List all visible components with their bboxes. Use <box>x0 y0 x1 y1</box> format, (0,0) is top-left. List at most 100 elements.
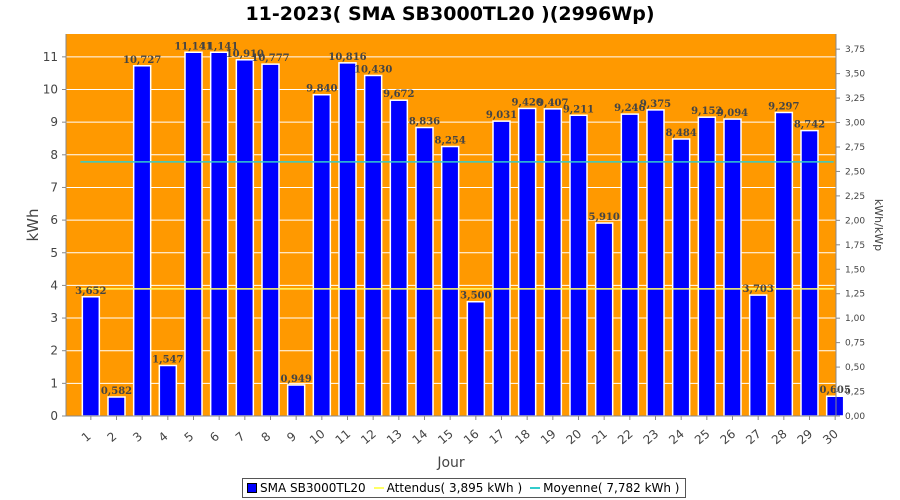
bar <box>671 138 691 417</box>
bar <box>389 99 409 417</box>
legend-item-production: SMA SB3000TL20 <box>247 481 366 495</box>
legend-label-production: SMA SB3000TL20 <box>260 481 366 495</box>
bar-value-label: 10,910 <box>226 49 264 60</box>
bar <box>620 113 640 417</box>
bar-value-label: 10,777 <box>251 53 289 64</box>
bar <box>774 111 794 417</box>
bar <box>492 120 511 417</box>
x-tick-label: 11 <box>333 427 354 448</box>
bar-value-label: 11,141 <box>200 41 238 52</box>
y-tick-label: 0 <box>50 409 58 423</box>
legend-item-average: Moyenne( 7,782 kWh ) <box>530 481 679 495</box>
x-tick-label: 29 <box>795 427 816 448</box>
x-tick-label: 22 <box>615 427 636 448</box>
y2-tick-label: 0,75 <box>845 339 865 349</box>
y2-tick-label: 2,75 <box>845 143 865 153</box>
bar-value-label: 9,031 <box>486 110 517 121</box>
y-tick-label: 6 <box>50 213 58 227</box>
bar-value-label: 5,910 <box>589 212 620 223</box>
x-tick-label: 18 <box>512 427 533 448</box>
legend: SMA SB3000TL20 Attendus( 3,895 kWh ) Moy… <box>242 478 687 498</box>
bar <box>415 126 434 417</box>
bar-value-label: 8,484 <box>666 128 697 139</box>
bar-value-label: 9,420 <box>512 97 543 108</box>
y2-tick-label: 1,75 <box>845 241 865 251</box>
legend-label-average: Moyenne( 7,782 kWh ) <box>543 481 680 495</box>
bar-value-label: 0,582 <box>101 386 132 397</box>
bar-value-label: 9,152 <box>691 106 722 117</box>
y-tick-label: 5 <box>50 246 58 260</box>
y2-tick-label: 1,00 <box>845 314 865 324</box>
y2-tick-label: 1,50 <box>845 265 865 275</box>
bar-value-label: 0,605 <box>820 385 851 396</box>
y2-tick-label: 3,75 <box>845 45 865 55</box>
bar <box>440 145 460 417</box>
x-tick-label: 20 <box>564 427 585 448</box>
x-tick-label: 25 <box>692 427 713 448</box>
y-tick-label: 2 <box>50 344 58 358</box>
bar <box>363 74 383 417</box>
x-tick-label: 6 <box>207 429 222 445</box>
x-tick-label: 17 <box>487 427 508 448</box>
bar-value-label: 0,949 <box>281 374 312 385</box>
y2-tick-label: 2,50 <box>845 167 865 177</box>
reference-lines <box>80 161 834 290</box>
bar-value-label: 9,672 <box>383 89 414 100</box>
legend-label-expected: Attendus( 3,895 kWh ) <box>386 481 523 495</box>
y-tick-label: 10 <box>43 83 58 97</box>
bar-value-label: 10,816 <box>328 52 366 63</box>
bar-value-label: 3,652 <box>75 286 106 297</box>
y2-tick-label: 3,25 <box>845 94 865 104</box>
bar <box>569 114 588 417</box>
bar <box>517 107 537 417</box>
y2-tick-label: 2,25 <box>845 192 865 202</box>
y-tick-label: 1 <box>50 376 58 390</box>
x-tick-label: 19 <box>538 427 559 448</box>
y2-tick-label: 3,00 <box>845 119 865 129</box>
bar <box>338 62 357 417</box>
bar <box>543 108 563 417</box>
bar-value-label: 10,430 <box>354 64 392 75</box>
bar-value-label: 8,742 <box>794 120 825 131</box>
y-tick-label: 9 <box>50 115 58 129</box>
bar-value-label: 11,141 <box>174 41 212 52</box>
y-tick-label: 3 <box>50 311 58 325</box>
bar <box>107 396 126 417</box>
x-tick-label: 9 <box>284 429 299 445</box>
x-tick-label: 24 <box>666 427 687 448</box>
bar <box>594 222 614 417</box>
x-tick-label: 13 <box>384 427 405 448</box>
x-tick-label: 4 <box>156 429 171 445</box>
legend-swatch-average <box>530 487 541 489</box>
bar-value-label: 9,375 <box>640 99 671 110</box>
x-tick-label: 28 <box>769 427 790 448</box>
y2-axis-label: kWh/kWp <box>872 199 885 251</box>
bar-value-label: 9,840 <box>306 84 337 95</box>
bar <box>235 59 255 417</box>
x-tick-label: 14 <box>410 427 431 448</box>
bar <box>132 65 152 417</box>
bar-value-label: 9,094 <box>717 108 748 119</box>
x-tick-label: 12 <box>358 427 379 448</box>
x-tick-label: 1 <box>79 429 94 445</box>
y2-tick-label: 1,25 <box>845 290 865 300</box>
bar-value-label: 8,836 <box>409 117 440 128</box>
bar-value-label: 9,297 <box>768 101 799 112</box>
x-tick-label: 5 <box>182 429 197 445</box>
legend-item-expected: Attendus( 3,895 kWh ) <box>373 481 523 495</box>
bar <box>286 384 306 417</box>
legend-swatch-expected <box>373 487 384 489</box>
bar-value-label: 10,727 <box>123 55 161 66</box>
x-tick-label: 3 <box>130 429 145 445</box>
x-tick-label: 26 <box>718 427 739 448</box>
bar <box>466 300 486 417</box>
bar-value-label: 3,703 <box>743 284 774 295</box>
bar <box>646 109 665 417</box>
y2-tick-label: 0,00 <box>845 412 865 422</box>
bar <box>723 118 742 417</box>
bar <box>184 51 203 417</box>
chart-title: 11-2023( SMA SB3000TL20 )(2996Wp) <box>245 3 655 25</box>
legend-swatch-production <box>247 483 257 493</box>
bar-value-label: 9,246 <box>614 103 645 114</box>
